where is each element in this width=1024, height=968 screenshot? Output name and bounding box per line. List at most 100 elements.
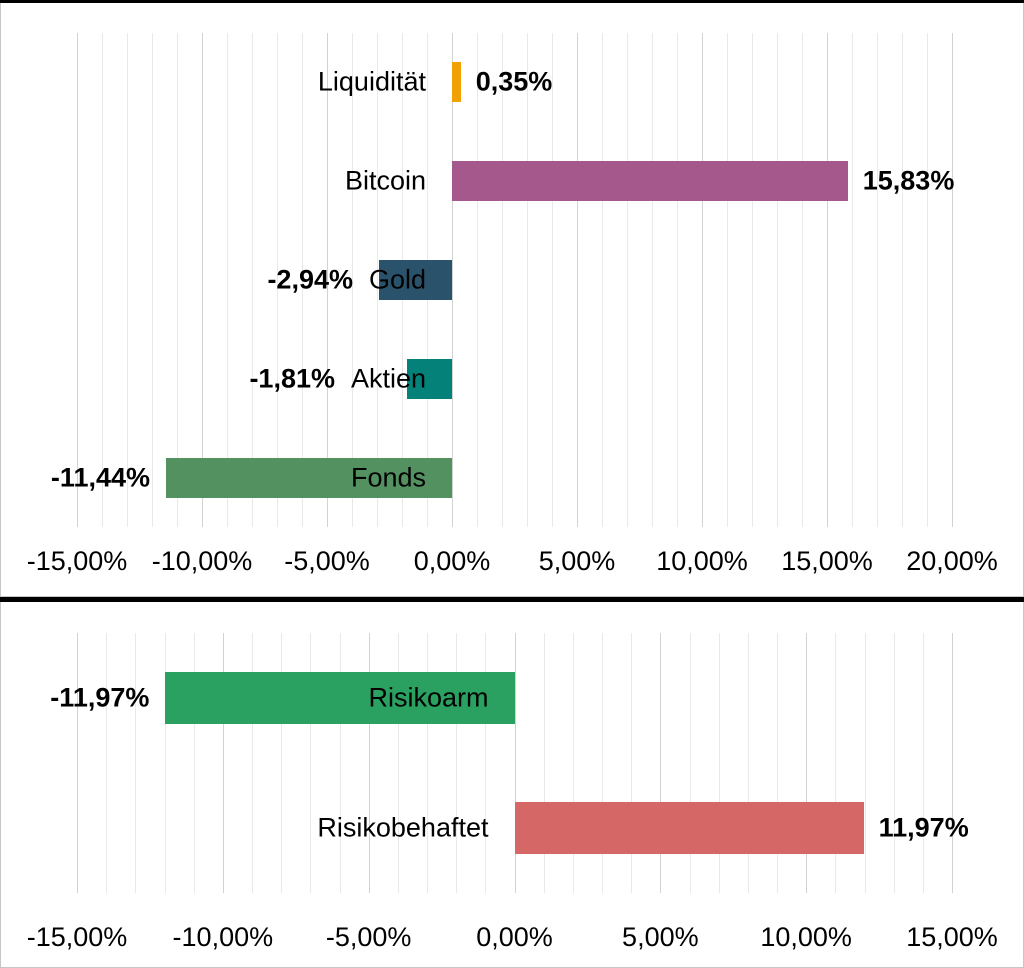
major-gridline [77, 633, 78, 893]
minor-gridline [652, 33, 653, 527]
minor-gridline [339, 633, 341, 893]
x-axis-tick-label: 0,00% [476, 922, 553, 952]
minor-gridline [747, 633, 749, 893]
minor-gridline [477, 33, 478, 527]
minor-gridline [627, 33, 628, 527]
minor-gridline [927, 33, 928, 527]
risk-allocation-chart: Risikoarm -11,97% Risikobehaftet 11,97% -15… [0, 602, 1024, 968]
major-gridline [327, 33, 328, 527]
minor-gridline [902, 33, 903, 527]
minor-gridline [602, 633, 603, 893]
minor-gridline [543, 633, 545, 893]
x-axis-tick-label: -5,00% [284, 546, 370, 576]
category-label-risikobehaftet: Risikobehaftet [317, 812, 489, 843]
category-label-liquiditaet: Liquidität [317, 66, 426, 97]
minor-gridline [252, 33, 253, 527]
minor-gridline [572, 633, 574, 893]
minor-gridline [802, 33, 803, 527]
value-label-aktien: -1,81% [249, 363, 335, 394]
x-axis-tick-label: 5,00% [538, 546, 616, 576]
category-label-gold: Gold [368, 264, 426, 295]
minor-gridline [352, 33, 353, 527]
minor-gridline [277, 33, 278, 527]
major-gridline [806, 633, 808, 893]
risk-chart-plot-area: Risikoarm -11,97% Risikobehaftet 11,97% [50, 633, 969, 893]
minor-gridline [397, 633, 399, 893]
minor-gridline [377, 33, 378, 527]
major-gridline [77, 33, 78, 527]
x-axis-tick-label: 10,00% [656, 546, 748, 576]
bar-fonds [166, 457, 452, 498]
minor-gridline [281, 633, 283, 893]
bar-risikobehaftet [514, 802, 864, 854]
x-axis-tick-label: 0,00% [413, 546, 491, 576]
panel-divider [0, 597, 1024, 602]
minor-gridline [864, 633, 866, 893]
minor-gridline [152, 33, 153, 527]
category-label-bitcoin: Bitcoin [344, 165, 426, 196]
major-gridline [660, 633, 662, 893]
minor-gridline [252, 633, 253, 893]
major-gridline [368, 633, 370, 893]
bar-bitcoin [452, 161, 848, 202]
x-axis-tick-label: -10,00% [172, 922, 274, 952]
major-gridline [702, 33, 703, 527]
minor-gridline [227, 33, 228, 527]
minor-gridline [164, 633, 166, 893]
x-axis-tick-label: -15,00% [26, 922, 128, 952]
minor-gridline [835, 633, 837, 893]
major-gridline [577, 33, 578, 527]
category-label-risikoarm: Risikoarm [368, 682, 489, 713]
bar-liquiditaet [452, 62, 461, 103]
category-label-fonds: Fonds [350, 462, 426, 493]
value-label-fonds: -11,44% [50, 462, 150, 493]
minor-gridline [727, 33, 728, 527]
x-axis-tick-label: -15,00% [26, 546, 128, 576]
bar-risikoarm [165, 672, 515, 724]
minor-gridline [777, 633, 778, 893]
minor-gridline [689, 633, 691, 893]
minor-gridline [102, 33, 103, 527]
minor-gridline [135, 633, 137, 893]
value-label-bitcoin: 15,83% [862, 165, 955, 196]
value-label-liquiditaet: 0,35% [475, 66, 553, 97]
major-gridline [827, 33, 828, 527]
asset-performance-chart: Liquidität 0,35% Bitcoin 15,83% Gold -2,94% Ak… [0, 3, 1024, 597]
minor-gridline [485, 633, 487, 893]
minor-gridline [877, 33, 878, 527]
minor-gridline [893, 633, 895, 893]
major-gridline [452, 33, 453, 527]
value-label-gold: -2,94% [267, 264, 353, 295]
minor-gridline [527, 33, 528, 527]
minor-gridline [852, 33, 853, 527]
minor-gridline [310, 633, 312, 893]
minor-gridline [922, 633, 924, 893]
x-axis-tick-label: 15,00% [781, 546, 873, 576]
major-gridline [952, 633, 953, 893]
minor-gridline [677, 33, 678, 527]
x-axis-tick-label: -10,00% [151, 546, 253, 576]
value-label-risikoarm: -11,97% [50, 682, 150, 713]
minor-gridline [752, 33, 753, 527]
major-gridline [202, 33, 203, 527]
minor-gridline [427, 633, 428, 893]
minor-gridline [552, 33, 553, 527]
x-axis-tick-label: 15,00% [906, 922, 998, 952]
minor-gridline [177, 33, 178, 527]
category-label-aktien: Aktien [350, 363, 426, 394]
minor-gridline [777, 33, 778, 527]
minor-gridline [718, 633, 720, 893]
major-gridline [222, 633, 224, 893]
major-gridline [514, 633, 516, 893]
minor-gridline [456, 633, 458, 893]
minor-gridline [193, 633, 195, 893]
minor-gridline [302, 33, 303, 527]
x-axis-tick-label: -5,00% [325, 922, 412, 952]
x-axis-tick-label: 5,00% [622, 922, 699, 952]
major-gridline [952, 33, 953, 527]
asset-chart-plot-area: Liquidität 0,35% Bitcoin 15,83% Gold -2,94% Ak… [51, 33, 955, 527]
figure-top-border [0, 0, 1024, 3]
value-label-risikobehaftet: 11,97% [878, 812, 969, 843]
minor-gridline [502, 33, 503, 527]
